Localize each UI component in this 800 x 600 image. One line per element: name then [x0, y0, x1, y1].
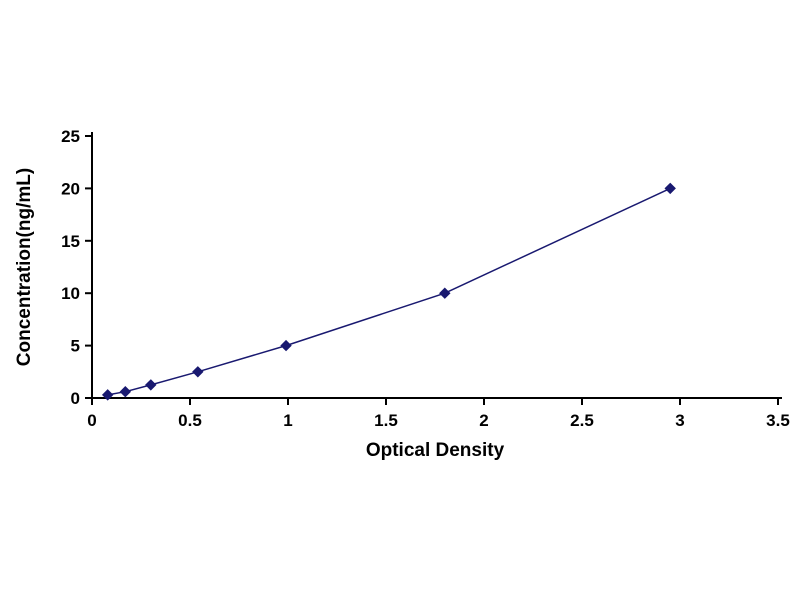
y-tick-label: 25 [61, 127, 80, 146]
axes [91, 132, 782, 399]
y-tick-label: 20 [61, 179, 80, 198]
data-point-marker [439, 287, 451, 299]
series-line [107, 187, 671, 396]
x-tick-label: 1 [283, 411, 292, 430]
data-point-marker [119, 386, 132, 398]
x-tick-label: 0 [87, 411, 96, 430]
axis-tick-labels: 0 0.5 1 1.5 2 2.5 3 3.5 0 5 10 15 20 25 [61, 127, 790, 430]
x-tick-label: 0.5 [178, 411, 202, 430]
x-tick-label: 3 [675, 411, 684, 430]
data-series [101, 182, 676, 401]
y-tick-label: 0 [71, 389, 80, 408]
data-point-marker [280, 339, 292, 352]
y-tick-label: 15 [61, 232, 80, 251]
x-axis-label: Optical Density [366, 440, 505, 461]
data-point-marker [101, 389, 114, 401]
data-point-marker [145, 379, 157, 391]
y-axis-label: Concentration(ng/mL) [14, 168, 35, 366]
data-point-marker [664, 182, 676, 195]
data-point-marker [192, 366, 204, 378]
y-tick-label: 10 [61, 284, 80, 303]
x-tick-label: 2 [479, 411, 488, 430]
x-tick-label: 2.5 [570, 411, 594, 430]
axis-ticks [85, 135, 779, 405]
x-tick-label: 1.5 [374, 411, 398, 430]
y-tick-label: 5 [71, 337, 80, 356]
x-tick-label: 3.5 [766, 411, 790, 430]
